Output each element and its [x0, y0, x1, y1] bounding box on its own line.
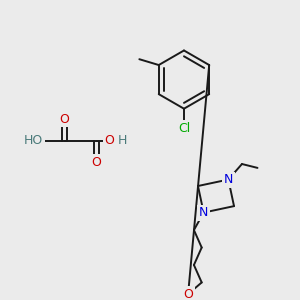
Text: O: O: [104, 134, 114, 147]
Text: Cl: Cl: [178, 122, 190, 135]
Text: O: O: [60, 113, 70, 126]
Text: O: O: [183, 288, 193, 300]
Text: HO: HO: [24, 134, 43, 147]
Text: O: O: [92, 156, 102, 169]
Text: N: N: [199, 206, 208, 219]
Text: H: H: [118, 134, 127, 147]
Text: N: N: [224, 173, 233, 186]
